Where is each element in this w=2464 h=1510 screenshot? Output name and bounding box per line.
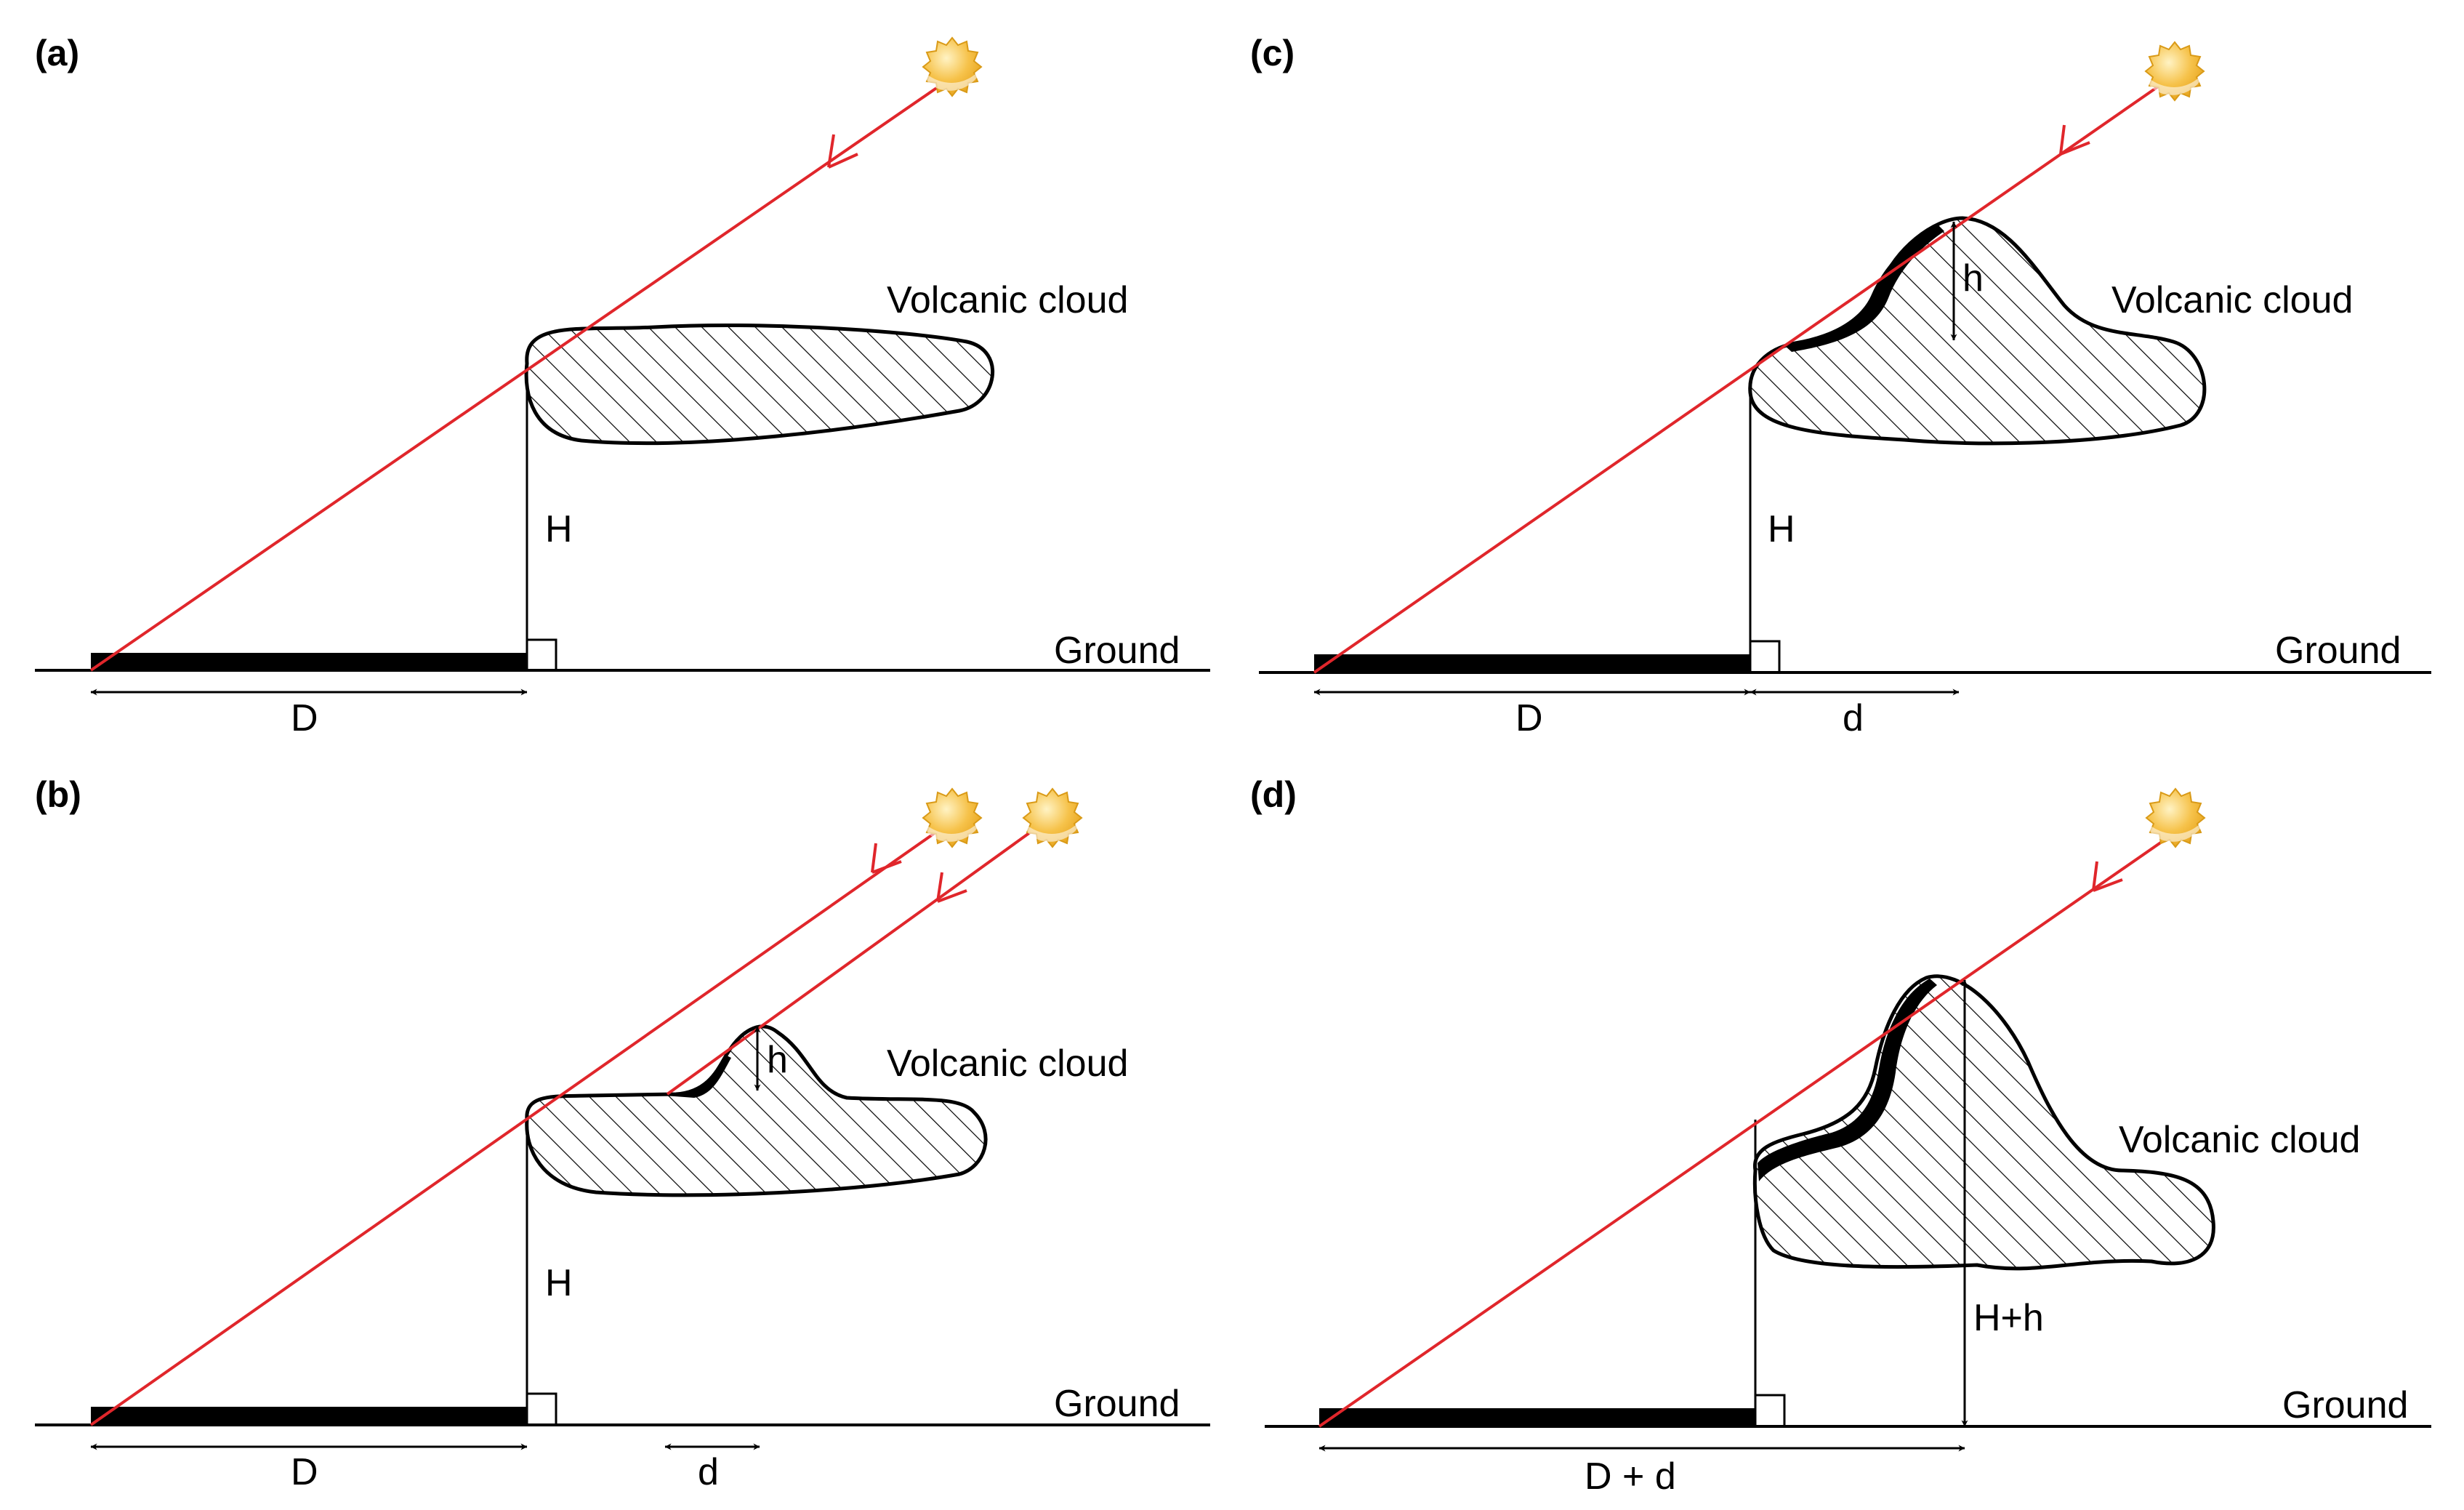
shadow-bar bbox=[91, 653, 527, 670]
cloud-shadow bbox=[1784, 224, 1944, 352]
distance-label: D bbox=[291, 697, 318, 739]
small-height-label: h bbox=[1962, 257, 1984, 300]
ground-label: Ground bbox=[1054, 630, 1180, 672]
height-label: H bbox=[545, 1262, 573, 1304]
ground-label: Ground bbox=[1054, 1383, 1180, 1425]
panel-b: (b) h Volcanic cloud H Ground D d bbox=[35, 774, 1210, 1493]
height-label: H bbox=[545, 508, 573, 550]
volcanic-cloud bbox=[524, 324, 995, 446]
cloud-label: Volcanic cloud bbox=[887, 1043, 1128, 1085]
cloud-label: Volcanic cloud bbox=[2119, 1119, 2360, 1161]
distance-label: D bbox=[291, 1451, 318, 1493]
right-angle-mark bbox=[1754, 1394, 1786, 1428]
cloud-label: Volcanic cloud bbox=[887, 279, 1128, 321]
panel-a: (a) Volcanic cloud H Ground D bbox=[35, 33, 1210, 739]
bump-shadow bbox=[665, 1056, 731, 1098]
sun-ray bbox=[89, 86, 939, 672]
sun-ray-2 bbox=[666, 830, 1034, 1096]
right-angle-mark bbox=[526, 1392, 557, 1426]
sun-ray bbox=[1313, 82, 2164, 674]
small-distance-label: d bbox=[1843, 697, 1864, 739]
height-label: H bbox=[1768, 508, 1795, 550]
sun-icon bbox=[922, 788, 982, 848]
sun-icon bbox=[1023, 788, 1082, 848]
panel-label: (c) bbox=[1250, 33, 1295, 73]
ray-direction-marker bbox=[2059, 124, 2090, 156]
sun-ray bbox=[1318, 827, 2182, 1428]
ray-direction-marker-2 bbox=[936, 872, 967, 903]
panel-label: (a) bbox=[35, 33, 79, 73]
height-label: H+h bbox=[1973, 1297, 2044, 1339]
small-height-label: h bbox=[767, 1039, 788, 1081]
ground-label: Ground bbox=[2275, 630, 2401, 672]
sun-icon bbox=[922, 37, 982, 97]
distance-label: D + d bbox=[1585, 1455, 1676, 1498]
volcanic-cloud bbox=[1752, 974, 2215, 1271]
ground-label: Ground bbox=[2282, 1384, 2408, 1426]
sun-icon bbox=[2146, 788, 2205, 848]
right-angle-mark bbox=[526, 638, 557, 672]
shadow-bar bbox=[1319, 1408, 1755, 1426]
shadow-bar bbox=[1314, 654, 1750, 672]
volcanic-cloud bbox=[1748, 216, 2207, 446]
sun-icon bbox=[2145, 41, 2205, 101]
panel-c: (c) h Volcanic cloud H Ground D d bbox=[1250, 33, 2431, 739]
panel-d: (d) H+h Volcanic cloud Ground D + d bbox=[1250, 774, 2431, 1498]
panel-label: (d) bbox=[1250, 774, 1297, 815]
ray-direction-marker bbox=[2092, 861, 2123, 892]
shadow-bar bbox=[91, 1407, 527, 1425]
ray-direction-marker bbox=[871, 843, 902, 874]
right-angle-mark bbox=[1749, 640, 1781, 674]
ray-direction-marker bbox=[827, 134, 858, 169]
small-distance-label: d bbox=[698, 1451, 719, 1493]
cloud-label: Volcanic cloud bbox=[2111, 279, 2353, 321]
sun-ray bbox=[89, 830, 939, 1426]
distance-label: D bbox=[1515, 697, 1543, 739]
panel-label: (b) bbox=[35, 774, 81, 815]
